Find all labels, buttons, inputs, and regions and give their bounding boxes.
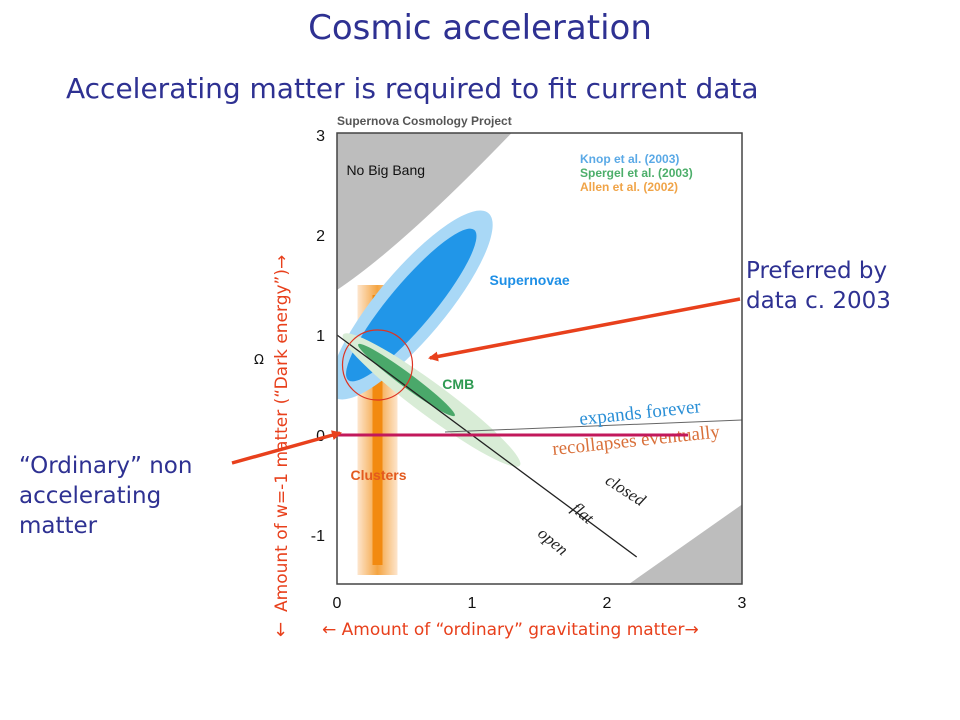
plot-frame: [336, 132, 743, 585]
flat-label: flat: [568, 499, 599, 529]
x-axis-label: ← Amount of “ordinary” gravitating matte…: [322, 620, 699, 640]
preferred-arrow: [428, 297, 741, 362]
slide-title: Cosmic acceleration: [308, 8, 652, 48]
supernovae-inner: [346, 228, 477, 382]
supernovae-label: Supernovae: [490, 272, 570, 288]
y-tick-label: 3: [316, 128, 325, 145]
callout-preferred: Preferred by data c. 2003: [746, 256, 891, 316]
x-tick-label: 3: [738, 595, 747, 612]
ordinary-arrow: [231, 430, 342, 465]
y-tick-label: 2: [316, 228, 325, 245]
cmb-inner: [358, 343, 455, 417]
y-tick-label: -1: [311, 528, 325, 545]
y-tick-label: 1: [316, 328, 325, 345]
callout-preferred-line1: Preferred by: [746, 258, 888, 284]
x-tick-label: 0: [333, 595, 342, 612]
y-symbol: Ω: [254, 353, 264, 368]
legend-entry: Spergel et al. (2003): [580, 166, 693, 180]
legend-entry: Allen et al. (2002): [580, 180, 678, 194]
callout-ordinary-line1: “Ordinary” non: [19, 453, 193, 479]
slide-subtitle: Accelerating matter is required to fit c…: [66, 72, 759, 105]
y-tick-label: 0: [316, 428, 325, 445]
plot-overlay: Supernova Cosmology Project 0 1 2 3 3 2 1 0 -1 Ω: [231, 114, 747, 612]
flat-line: [337, 334, 638, 558]
callout-preferred-line2: data c. 2003: [746, 288, 891, 314]
recollapses-label: recollapses eventually: [551, 421, 721, 460]
preferred-circle: [341, 329, 414, 401]
no-big-bang-region: [337, 133, 512, 290]
no-big-bang-label: No Big Bang: [346, 162, 425, 178]
open-label: open: [534, 524, 572, 560]
bottom-right-region: [629, 504, 742, 584]
y-axis-label: Amount of w=-1 matter (“Dark energy”)→: [272, 254, 292, 612]
plot-area: No Big Bang Supernovae CMB Clusters Knop et …: [337, 133, 742, 584]
acceleration-boundary: [444, 419, 742, 433]
legend-entry: Knop et al. (2003): [580, 152, 679, 166]
clusters-core: [372, 295, 383, 565]
clusters-label: Clusters: [351, 467, 407, 483]
closed-label: closed: [602, 470, 649, 510]
cmb-label: CMB: [442, 376, 474, 392]
plot-title: Supernova Cosmology Project: [337, 114, 512, 128]
x-tick-label: 2: [603, 595, 612, 612]
x-tick-label: 1: [468, 595, 477, 612]
callout-ordinary-line2: accelerating: [19, 483, 162, 509]
callout-ordinary: “Ordinary” non accelerating matter: [19, 451, 192, 541]
down-arrow-icon: ↓: [273, 620, 289, 641]
callout-ordinary-line3: matter: [19, 513, 98, 539]
